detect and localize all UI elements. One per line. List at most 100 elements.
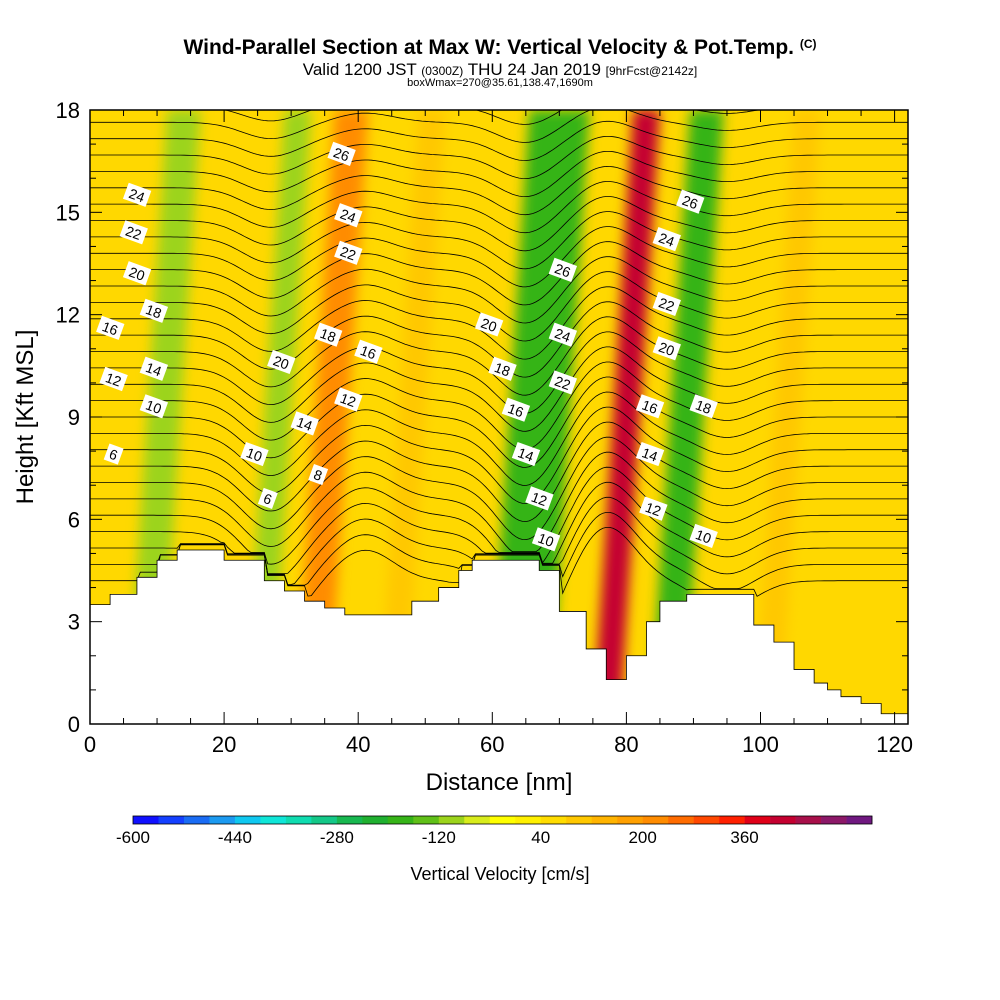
contour-label: 16 [354, 339, 383, 364]
contour-label: 16 [635, 394, 665, 419]
colorbar-swatch [438, 816, 465, 824]
contour-label-text: 20 [657, 339, 677, 359]
isentrope-line [90, 226, 908, 288]
contour-label-bg [290, 411, 319, 436]
isentrope-line [90, 376, 908, 468]
isentrope-line [90, 331, 908, 414]
contour-label-bg [639, 496, 668, 521]
x-tick-label: 120 [876, 732, 913, 757]
x-axis-label: Distance [nm] [426, 769, 573, 796]
contour-labels: 2422201816141210626242220181612141086262… [96, 141, 718, 552]
contour-label-text: 18 [144, 301, 164, 321]
colorbar-swatch [362, 816, 389, 824]
contour-label-bg [334, 203, 363, 228]
contour-label-text: 12 [103, 369, 123, 389]
isentrope-line [90, 151, 908, 198]
isentrope-line [90, 361, 908, 450]
contour-label-bg [548, 257, 578, 282]
contour-label-bg [635, 394, 665, 419]
x-tick-label: 0 [84, 732, 96, 757]
contour-label: 24 [334, 203, 363, 228]
contour-label: 24 [122, 182, 152, 207]
colorbar-swatch [617, 816, 643, 824]
x-tick-label: 40 [346, 732, 370, 757]
velocity-band-5 [592, 110, 660, 724]
contour-label: 10 [240, 441, 269, 467]
contour-label-bg [525, 486, 554, 511]
colorbar-frame [132, 815, 873, 825]
colorbar-swatch [821, 816, 847, 824]
contour-label-bg [240, 441, 269, 467]
contour-label-bg [689, 523, 718, 549]
contour-label-bg [257, 487, 278, 509]
contour-label: 26 [676, 189, 705, 214]
isentrope-line [90, 406, 908, 504]
colorbar-swatch [158, 816, 185, 824]
contour-label-bg [689, 394, 718, 419]
isentrope-line [90, 466, 908, 565]
copyright-mark: (C) [799, 37, 817, 51]
contour-label-bg [99, 366, 128, 392]
contour-label: 22 [548, 370, 578, 395]
colorbar-swatch [668, 816, 694, 824]
y-axis-label: Height [Kft MSL] [12, 330, 39, 505]
contour-label-text: 26 [553, 260, 573, 280]
contour-label-text: 10 [693, 526, 713, 546]
contour-label-text: 24 [127, 185, 147, 205]
contour-label-bg [334, 387, 363, 412]
contour-label-text: 10 [144, 397, 164, 417]
isentrope-line [90, 136, 908, 180]
contour-label: 6 [103, 443, 124, 465]
colorbar-swatch [566, 816, 592, 824]
contour-label-bg [334, 240, 363, 265]
isentrope-contours [90, 110, 908, 597]
valid-time: Valid 1200 JST [302, 60, 417, 79]
contour-label: 8 [308, 463, 329, 486]
x-tick-label: 20 [212, 732, 236, 757]
colorbar-swatch [540, 816, 567, 824]
colorbar-swatch [336, 816, 363, 824]
contour-label: 26 [327, 141, 356, 166]
y-tick-label: 3 [68, 610, 80, 635]
contour-label: 12 [639, 496, 668, 521]
contour-label-text: 12 [338, 390, 358, 410]
colorbar-label: Vertical Velocity [cm/s] [410, 864, 589, 884]
contour-label: 14 [290, 411, 319, 436]
contour-label-text: 14 [516, 444, 536, 464]
isentrope-line [90, 481, 908, 574]
contour-label: 10 [139, 394, 169, 419]
isentrope-line [90, 391, 908, 486]
contour-label-bg [119, 220, 148, 245]
colorbar-swatch [464, 816, 491, 824]
contour-label: 20 [474, 312, 504, 337]
colorbar-tick-label: -280 [320, 828, 354, 847]
contour-label: 24 [548, 322, 578, 347]
y-tick-labels: 0 3 6 9 12 15 18 [56, 98, 80, 737]
colorbar-tick-label: -440 [218, 828, 252, 847]
velocity-band-7 [753, 110, 821, 724]
contour-label-bg [676, 189, 705, 214]
valid-date: THU 24 Jan 2019 [467, 60, 601, 79]
colorbar-swatch [133, 816, 159, 824]
isentrope-line [90, 346, 908, 432]
axis-ticks [89, 109, 908, 725]
colorbar-swatch [693, 816, 720, 824]
colorbar-swatch [234, 816, 261, 824]
colorbar-tick-label: 360 [730, 828, 758, 847]
colorbar-swatch [183, 816, 210, 824]
y-tick-label: 9 [68, 405, 80, 430]
colorbar-swatch [285, 816, 312, 824]
chart-subtitle: Valid 1200 JST (0300Z) THU 24 Jan 2019 [… [0, 60, 1000, 80]
colorbar-swatch [209, 816, 236, 824]
contour-label: 14 [635, 441, 665, 467]
isentrope-line [90, 120, 908, 161]
contour-label-text: 12 [529, 489, 549, 509]
contour-label-text: 22 [553, 373, 573, 393]
contour-label-text: 14 [144, 359, 164, 379]
colorbar-swatch [744, 816, 771, 824]
contour-label-text: 14 [295, 414, 315, 434]
contour-label: 14 [139, 356, 169, 381]
contour-label-text: 22 [657, 294, 677, 314]
colorbar-swatch [413, 816, 440, 824]
contour-label-bg [139, 298, 169, 323]
